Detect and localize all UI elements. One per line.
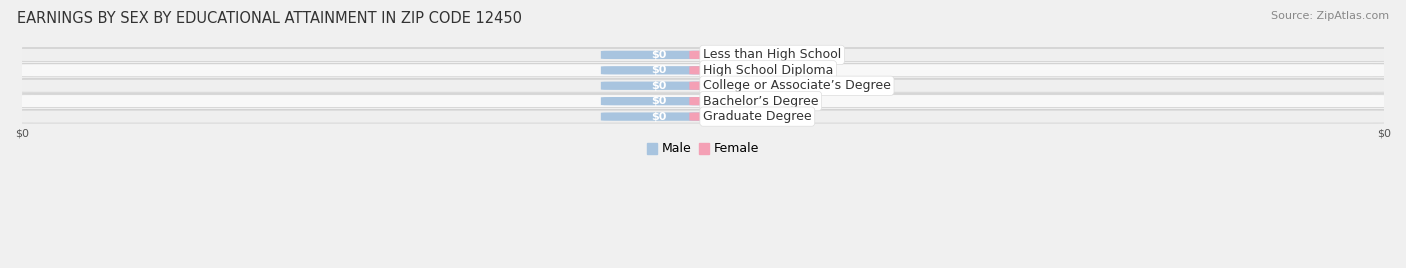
FancyBboxPatch shape: [600, 66, 717, 75]
Text: $0: $0: [651, 81, 666, 91]
FancyBboxPatch shape: [8, 110, 1398, 123]
FancyBboxPatch shape: [8, 95, 1398, 108]
Text: $0: $0: [740, 65, 755, 75]
Text: $0: $0: [740, 50, 755, 60]
Text: EARNINGS BY SEX BY EDUCATIONAL ATTAINMENT IN ZIP CODE 12450: EARNINGS BY SEX BY EDUCATIONAL ATTAINMEN…: [17, 11, 522, 26]
FancyBboxPatch shape: [689, 81, 806, 90]
Legend: Male, Female: Male, Female: [641, 137, 765, 161]
Text: College or Associate’s Degree: College or Associate’s Degree: [703, 79, 891, 92]
FancyBboxPatch shape: [8, 49, 1398, 61]
FancyBboxPatch shape: [8, 79, 1398, 92]
FancyBboxPatch shape: [689, 97, 806, 105]
Text: Graduate Degree: Graduate Degree: [703, 110, 811, 123]
Text: Bachelor’s Degree: Bachelor’s Degree: [703, 95, 818, 108]
Text: $0: $0: [651, 50, 666, 60]
FancyBboxPatch shape: [600, 113, 717, 121]
FancyBboxPatch shape: [600, 51, 717, 59]
Text: $0: $0: [651, 65, 666, 75]
FancyBboxPatch shape: [689, 113, 806, 121]
Text: $0: $0: [651, 96, 666, 106]
FancyBboxPatch shape: [8, 64, 1398, 77]
Text: $0: $0: [740, 111, 755, 122]
FancyBboxPatch shape: [600, 81, 717, 90]
FancyBboxPatch shape: [689, 51, 806, 59]
Text: $0: $0: [740, 81, 755, 91]
Text: $0: $0: [651, 111, 666, 122]
Text: $0: $0: [740, 96, 755, 106]
Text: Less than High School: Less than High School: [703, 49, 841, 61]
FancyBboxPatch shape: [600, 97, 717, 105]
Text: Source: ZipAtlas.com: Source: ZipAtlas.com: [1271, 11, 1389, 21]
FancyBboxPatch shape: [689, 66, 806, 75]
Text: High School Diploma: High School Diploma: [703, 64, 834, 77]
